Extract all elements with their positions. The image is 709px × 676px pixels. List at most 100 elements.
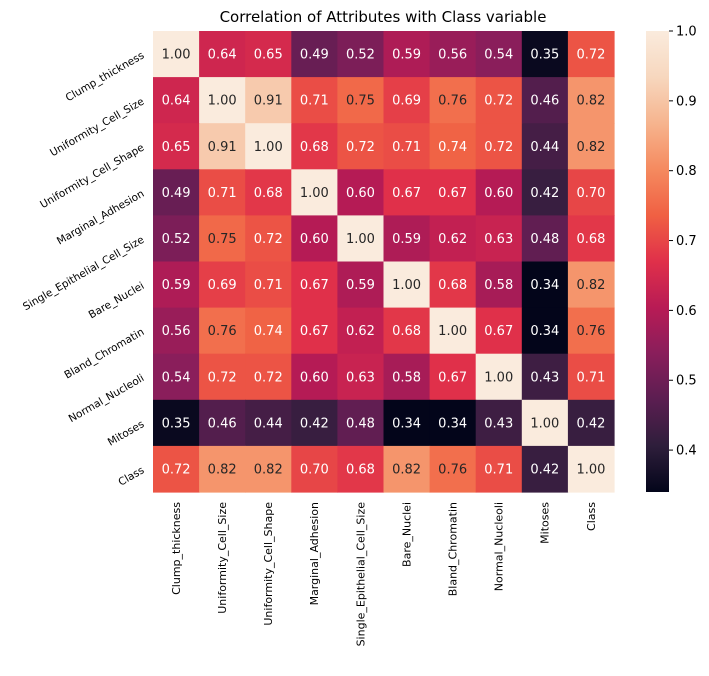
cell-value-label: 1.00 [346,232,375,247]
heatmap-cell [521,261,569,309]
colorbar-tick-label: 0.4 [676,444,697,459]
heatmap-cell [475,307,523,355]
cell-value-label: 0.58 [484,278,513,293]
heatmap-cell [199,399,246,447]
heatmap-cell [567,215,615,263]
cell-value-label: 0.48 [530,232,559,247]
heatmap-cell [245,123,292,170]
y-tick-label: Normal_Nucleoli [67,372,147,425]
cell-value-label: 0.72 [576,48,605,63]
heatmap-cell [291,261,338,309]
cell-value-label: 1.00 [438,324,467,339]
cell-value-label: 1.00 [392,278,421,293]
cell-value-label: 0.67 [484,324,513,339]
cell-value-label: 0.63 [346,370,375,385]
cell-value-label: 0.69 [208,278,237,293]
cell-value-label: 0.70 [300,462,329,477]
cell-value-label: 1.00 [162,48,191,63]
colorbar-tick-labels: 0.4 0.5 0.6 0.7 0.8 0.9 1.0 [669,25,697,459]
heatmap-cell [521,123,569,170]
chart-title: Correlation of Attributes with Class var… [220,8,547,26]
heatmap-cell [199,353,246,401]
heatmap-cell [429,215,477,263]
colorbar-tick-label: 0.5 [676,374,697,389]
cell-value-label: 0.58 [392,370,421,385]
cell-value-label: 0.43 [484,416,513,431]
heatmap-cell [475,445,523,493]
heatmap-cell [567,31,615,78]
cell-value-label: 0.54 [484,48,513,63]
x-tick-label: Mitoses [539,502,552,544]
cell-value-label: 0.54 [162,370,191,385]
cell-value-label: 0.68 [438,278,467,293]
heatmap-cell [429,123,477,170]
heatmap-cell [475,215,523,263]
heatmap-cell [521,31,569,78]
heatmap-cell [521,353,569,401]
cell-value-label: 0.64 [162,94,191,109]
cell-value-label: 0.64 [208,48,237,63]
heatmap-cell [567,123,615,170]
cell-value-label: 0.68 [346,462,375,477]
heatmap-cell [337,215,385,263]
cell-value-label: 0.67 [300,324,329,339]
heatmap-cell [429,445,477,493]
heatmap-cell [291,307,338,355]
heatmap-cell [429,169,477,216]
heatmap-cell [567,77,615,124]
heatmap-cell [383,353,431,401]
cell-value-label: 0.43 [530,370,559,385]
heatmap-cell [291,169,338,216]
y-axis-tick-labels: Clump_thicknessUniformity_Cell_SizeUnifo… [21,49,146,488]
cell-value-label: 0.82 [576,140,605,155]
cell-value-label: 0.48 [346,416,375,431]
heatmap-cell [153,445,200,493]
x-tick-label: Bare_Nuclei [400,502,413,567]
heatmap-cell [383,169,431,216]
cell-value-label: 0.60 [300,370,329,385]
cell-value-label: 0.34 [392,416,421,431]
heatmap-cell [383,445,431,493]
heatmap-cell [429,399,477,447]
cell-value-label: 0.69 [392,94,421,109]
cell-value-label: 0.59 [392,232,421,247]
colorbar-tick-label: 1.0 [676,25,697,40]
cell-value-label: 0.72 [484,140,513,155]
cell-value-label: 0.49 [300,48,329,63]
heatmap-cell [291,31,338,78]
cell-value-label: 0.91 [254,94,283,109]
cell-value-label: 0.42 [576,416,605,431]
cell-value-label: 0.52 [162,232,191,247]
heatmap-cell [567,169,615,216]
colorbar-tick-label: 0.8 [676,164,697,179]
x-tick-label: Bland_Chromatin [447,502,460,596]
x-tick-label: Uniformity_Cell_Size [216,502,229,614]
heatmap-cell [337,77,385,124]
cell-value-label: 0.60 [484,186,513,201]
cell-value-label: 0.42 [300,416,329,431]
cell-value-label: 0.60 [300,232,329,247]
heatmap-cell [337,123,385,170]
heatmap-cell [383,399,431,447]
heatmap-cell [245,353,292,401]
cell-value-label: 0.59 [346,278,375,293]
y-tick-label: Bare_Nuclei [87,280,147,321]
cell-value-label: 0.68 [576,232,605,247]
cell-value-label: 0.76 [438,94,467,109]
heatmap-cell [153,169,200,216]
cell-value-label: 0.74 [438,140,467,155]
cell-value-label: 0.67 [438,186,467,201]
heatmap-cell [567,261,615,309]
cell-value-label: 0.76 [438,462,467,477]
cell-value-label: 0.42 [530,186,559,201]
heatmap-cell [337,445,385,493]
cell-value-label: 0.67 [300,278,329,293]
heatmap-cell [245,399,292,447]
heatmap-cell [245,169,292,216]
cell-value-label: 0.82 [208,462,237,477]
cell-value-label: 0.72 [254,370,283,385]
cell-value-label: 0.56 [438,48,467,63]
heatmap-cell [199,445,246,493]
heatmap-cell [153,77,200,124]
colorbar [646,31,669,492]
